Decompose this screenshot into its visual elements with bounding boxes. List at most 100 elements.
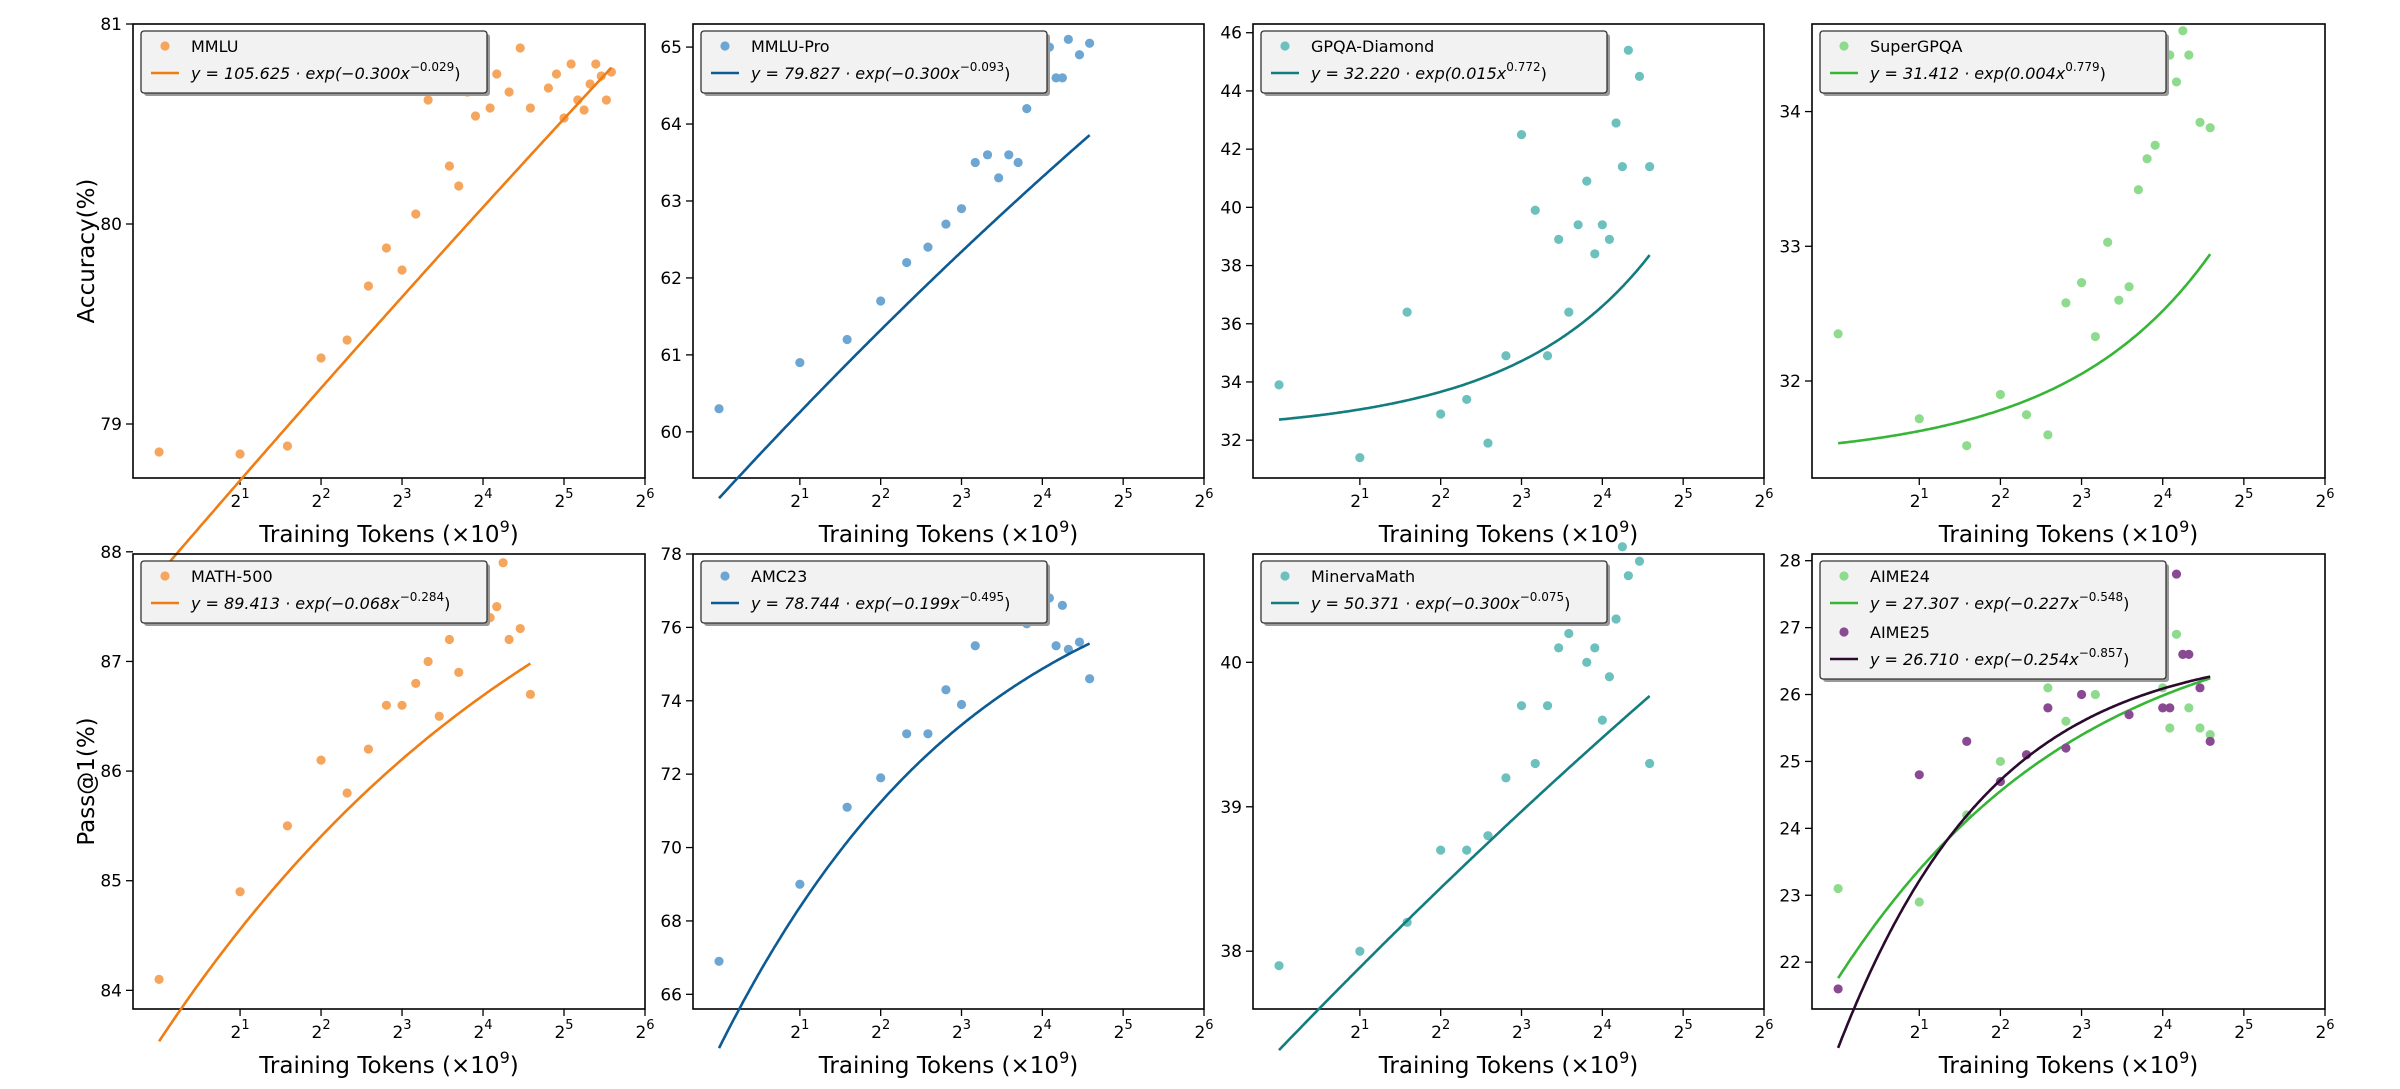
fit-suffix: ) bbox=[1541, 64, 1547, 83]
data-point bbox=[1634, 556, 1645, 566]
x-tick-base: 2 bbox=[1512, 1023, 1523, 1043]
x-tick-base: 2 bbox=[1350, 492, 1361, 512]
y-tick-label: 25 bbox=[1779, 752, 1801, 772]
data-point bbox=[434, 711, 444, 721]
data-point bbox=[2171, 629, 2182, 639]
x-tick-label: 25 bbox=[554, 1018, 573, 1043]
x-axis-label-exp: 9 bbox=[2179, 1048, 2189, 1067]
x-axis-label: Training Tokens (×109) bbox=[1378, 1048, 1638, 1079]
x-tick-label: 26 bbox=[635, 1018, 654, 1043]
fit-curve bbox=[717, 642, 1091, 1049]
data-point bbox=[2165, 703, 2175, 713]
x-tick-label: 25 bbox=[2234, 1018, 2253, 1043]
fit-prefix: y = 31.412 · exp(0.004x bbox=[1869, 64, 2066, 83]
data-point bbox=[1074, 637, 1085, 647]
data-point bbox=[2205, 736, 2215, 746]
legend-fit-label: y = 78.744 · exp(−0.199x−0.495) bbox=[750, 590, 1010, 613]
y-tick-label: 32 bbox=[1220, 431, 1242, 451]
data-point bbox=[485, 103, 495, 113]
data-point bbox=[1914, 897, 1924, 907]
fit-exp: −0.029 bbox=[410, 60, 454, 74]
data-point bbox=[2171, 77, 2182, 87]
legend-box bbox=[140, 560, 488, 624]
data-point bbox=[956, 204, 967, 214]
x-tick-exp: 4 bbox=[2164, 1018, 2172, 1033]
y-tick-label: 28 bbox=[1779, 552, 1801, 572]
x-tick-base: 2 bbox=[790, 492, 801, 512]
x-tick-label: 24 bbox=[1593, 1018, 1612, 1043]
data-point bbox=[1355, 946, 1365, 956]
data-point bbox=[492, 602, 502, 612]
data-point bbox=[994, 173, 1004, 183]
x-tick-base: 2 bbox=[1754, 492, 1765, 512]
x-tick-exp: 4 bbox=[1604, 487, 1612, 502]
y-tick-label: 74 bbox=[660, 692, 682, 712]
x-tick-label: 23 bbox=[2072, 1018, 2091, 1043]
x-tick-exp: 2 bbox=[322, 487, 330, 502]
x-tick-base: 2 bbox=[1910, 492, 1921, 512]
data-point bbox=[1995, 389, 2006, 400]
x-tick-label: 26 bbox=[635, 487, 654, 512]
data-point bbox=[1085, 38, 1095, 48]
data-point bbox=[1623, 571, 1633, 581]
y-tick-label: 78 bbox=[660, 545, 682, 565]
data-point bbox=[423, 95, 433, 105]
data-point bbox=[2076, 689, 2087, 700]
x-tick-label: 21 bbox=[1350, 1018, 1369, 1043]
data-point bbox=[923, 729, 933, 739]
x-tick-label: 21 bbox=[1350, 487, 1369, 512]
x-tick-label: 24 bbox=[1033, 487, 1052, 512]
data-point bbox=[515, 43, 525, 53]
data-point bbox=[1013, 157, 1023, 168]
x-tick-label: 24 bbox=[1033, 1018, 1052, 1043]
x-tick-label: 23 bbox=[1512, 1018, 1531, 1043]
x-tick-exp: 5 bbox=[2245, 487, 2253, 502]
data-point bbox=[1564, 628, 1574, 639]
y-tick-label: 34 bbox=[1220, 373, 1242, 393]
x-tick-base: 2 bbox=[2234, 1023, 2245, 1043]
data-point bbox=[1274, 961, 1284, 971]
data-point bbox=[316, 755, 326, 765]
fit-prefix: y = 26.710 · exp(−0.254x bbox=[1869, 650, 2079, 669]
plot-frame bbox=[692, 553, 1205, 1010]
data-point bbox=[363, 744, 374, 754]
y-tick-label: 34 bbox=[1779, 103, 1801, 123]
data-point bbox=[2076, 278, 2087, 288]
x-tick-exp: 3 bbox=[963, 1018, 971, 1033]
y-tick-label: 68 bbox=[660, 912, 682, 932]
fit-curve bbox=[1837, 253, 2212, 445]
x-tick-base: 2 bbox=[871, 492, 882, 512]
data-point bbox=[1542, 351, 1553, 361]
data-point bbox=[1604, 234, 1615, 244]
fit-curve bbox=[158, 662, 532, 1043]
y-tick-label: 79 bbox=[100, 415, 122, 435]
y-tick-label: 64 bbox=[660, 115, 682, 135]
data-point bbox=[923, 242, 933, 252]
legend-label: MMLU bbox=[191, 37, 238, 56]
y-tick-label: 80 bbox=[100, 215, 122, 235]
y-tick-label: 33 bbox=[1779, 237, 1801, 257]
data-point bbox=[2142, 154, 2152, 164]
data-point bbox=[2171, 569, 2182, 579]
x-tick-exp: 5 bbox=[2245, 1018, 2253, 1033]
fit-suffix: ) bbox=[1564, 594, 1570, 613]
legend-marker bbox=[720, 41, 730, 51]
fit-suffix: ) bbox=[454, 64, 460, 83]
x-tick-label: 23 bbox=[952, 1018, 971, 1043]
plot-frame bbox=[1252, 23, 1765, 479]
y-tick-label: 62 bbox=[660, 269, 682, 289]
x-tick-base: 2 bbox=[554, 1023, 565, 1043]
data-point bbox=[1501, 351, 1511, 361]
data-point bbox=[1582, 176, 1592, 186]
data-point bbox=[1573, 220, 1583, 230]
data-point bbox=[579, 105, 589, 115]
data-point bbox=[956, 699, 967, 710]
legend-marker bbox=[1839, 571, 1849, 581]
data-point bbox=[1057, 73, 1067, 83]
data-point bbox=[1085, 674, 1095, 684]
data-point bbox=[411, 209, 421, 219]
x-tick-base: 2 bbox=[1593, 1023, 1604, 1043]
x-tick-label: 25 bbox=[2234, 487, 2253, 512]
x-tick-base: 2 bbox=[1033, 492, 1044, 512]
legend-marker bbox=[720, 571, 730, 581]
